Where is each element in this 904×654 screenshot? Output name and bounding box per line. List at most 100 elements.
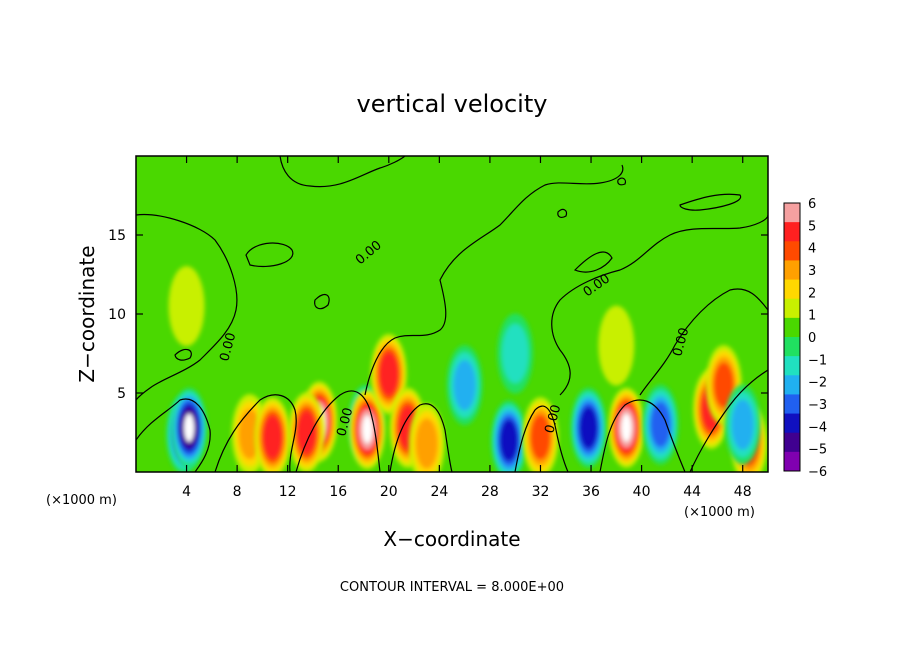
x-tick-label: 12 (279, 484, 297, 500)
velocity-cell (598, 305, 635, 386)
x-multiplier-left: (×1000 m) (46, 493, 117, 508)
velocity-core (362, 415, 373, 444)
contour-line (364, 164, 624, 396)
velocity-cell (608, 387, 645, 468)
velocity-core (621, 413, 632, 442)
contour-line (279, 156, 406, 188)
x-tick-label: 40 (633, 484, 651, 500)
colorbar-label: −3 (808, 398, 827, 413)
contour-line (245, 242, 294, 268)
colorbar-label: −6 (808, 465, 827, 480)
velocity-level (379, 352, 399, 396)
x-tick-label: 4 (182, 484, 191, 500)
contour-line (214, 394, 297, 472)
y-tick-label: 10 (108, 307, 126, 323)
contour-line (679, 193, 742, 211)
contour-line (136, 398, 211, 472)
velocity-cell (724, 384, 761, 465)
velocity-cell (570, 387, 607, 468)
velocity-core (184, 413, 195, 442)
colorbar-label: 2 (808, 286, 816, 301)
x-tick-label: 36 (582, 484, 600, 500)
x-tick-label: 20 (380, 484, 398, 500)
velocity-cell (370, 334, 407, 415)
colorbar: 6 5 4 3 2 1 0 −1 −2 −3 −4 −5 −6 (783, 197, 827, 480)
colorbar-label: −4 (808, 420, 827, 435)
y-tick-label: 15 (108, 228, 126, 244)
colorbar-swatch (784, 317, 800, 338)
velocity-level (297, 411, 316, 454)
velocity-cell (497, 313, 534, 394)
x-axis: 4 8 12 16 20 24 28 32 36 40 44 48 (182, 156, 752, 500)
x-tick-label: 24 (430, 484, 448, 500)
contour-line (389, 403, 453, 472)
y-axis-label: Z−coordinate (75, 245, 99, 382)
x-tick-label: 8 (233, 484, 242, 500)
colorbar-swatch (784, 241, 800, 261)
velocity-field (166, 266, 768, 472)
colorbar-swatch (784, 451, 800, 472)
velocity-level (502, 323, 529, 384)
colorbar-label: 4 (808, 242, 816, 257)
x-multiplier-right: (×1000 m) (684, 505, 755, 520)
velocity-level (579, 406, 598, 449)
velocity-level (530, 414, 551, 460)
velocity-cell (642, 384, 679, 465)
contour-interval-note: CONTOUR INTERVAL = 8.000E+00 (340, 580, 564, 595)
colorbar-label: 5 (808, 219, 816, 234)
colorbar-swatch (784, 413, 800, 434)
velocity-level (415, 418, 438, 469)
x-tick-label: 48 (734, 484, 752, 500)
contour-line (557, 208, 568, 218)
contour-label: 0.00 (670, 326, 692, 358)
velocity-cell (168, 266, 205, 347)
velocity-cell (254, 397, 291, 472)
colorbar-label: −1 (808, 353, 827, 368)
zero-contours (136, 156, 768, 472)
velocity-level (499, 419, 519, 462)
colorbar-label: 1 (808, 309, 816, 324)
colorbar-swatch (784, 394, 800, 415)
velocity-cell (705, 345, 742, 426)
x-tick-label: 28 (481, 484, 499, 500)
velocity-level (731, 399, 754, 450)
velocity-level (168, 266, 205, 347)
contour-line (551, 214, 768, 396)
contour-line (599, 399, 686, 472)
y-axis: 5 10 15 (108, 228, 768, 402)
chart-title: vertical velocity (357, 90, 548, 118)
velocity-level (598, 305, 635, 386)
colorbar-swatch (784, 260, 800, 281)
contour-label: 0.00 (542, 403, 564, 435)
colorbar-swatch (784, 375, 800, 395)
colorbar-label: 0 (808, 331, 816, 346)
velocity-level (263, 416, 282, 459)
contour-label: 0.00 (334, 406, 356, 438)
contour-line (573, 251, 613, 273)
x-tick-label: 16 (329, 484, 347, 500)
y-tick-label: 5 (117, 386, 126, 402)
colorbar-label: −5 (808, 443, 827, 458)
velocity-level (713, 362, 734, 408)
colorbar-swatch (784, 298, 800, 319)
colorbar-swatch (784, 203, 800, 223)
velocity-cell (171, 387, 208, 468)
contour-line (295, 390, 381, 472)
velocity-cell (288, 392, 325, 472)
contour-line (174, 348, 192, 361)
velocity-cell (490, 400, 527, 472)
contour-label: 0.00 (217, 331, 239, 363)
colorbar-swatch (784, 337, 800, 357)
x-tick-label: 44 (683, 484, 701, 500)
colorbar-label: 3 (808, 264, 816, 279)
colorbar-label: −2 (808, 376, 827, 391)
contour-line (617, 177, 627, 186)
contour-line (639, 288, 768, 396)
velocity-cell (349, 389, 386, 470)
x-tick-label: 32 (532, 484, 550, 500)
colorbar-swatch (784, 279, 800, 300)
plot-area: 0.00 0.00 0.00 0.00 0.00 0.00 4 8 12 16 20 24… (108, 155, 769, 500)
x-axis-label: X−coordinate (383, 527, 520, 551)
colorbar-swatch (784, 356, 800, 376)
